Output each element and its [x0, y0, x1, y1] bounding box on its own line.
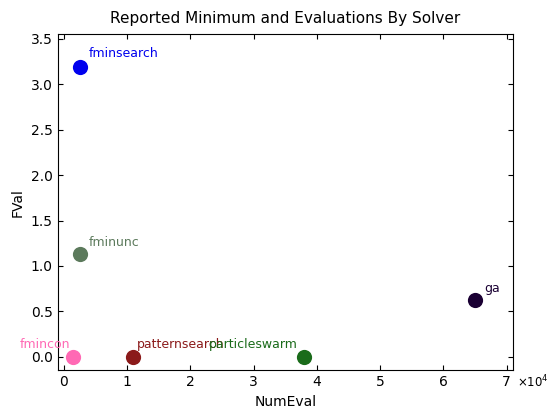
- Point: [300, 354, 309, 360]
- Point: [69, 354, 78, 360]
- Y-axis label: FVal: FVal: [11, 188, 25, 217]
- Text: patternsearch: patternsearch: [137, 339, 224, 352]
- Point: [129, 354, 138, 360]
- Text: particleswarm: particleswarm: [209, 339, 298, 352]
- Point: [75, 63, 84, 70]
- Point: [470, 296, 479, 303]
- Text: fminsearch: fminsearch: [89, 47, 159, 60]
- X-axis label: NumEval: NumEval: [254, 395, 316, 409]
- Title: Reported Minimum and Evaluations By Solver: Reported Minimum and Evaluations By Solv…: [110, 11, 460, 26]
- Text: ga: ga: [484, 282, 500, 295]
- Text: fminunc: fminunc: [89, 236, 140, 249]
- Text: fmincon: fmincon: [20, 339, 70, 352]
- Text: $\times10^4$: $\times10^4$: [517, 374, 549, 391]
- Point: [75, 251, 84, 257]
